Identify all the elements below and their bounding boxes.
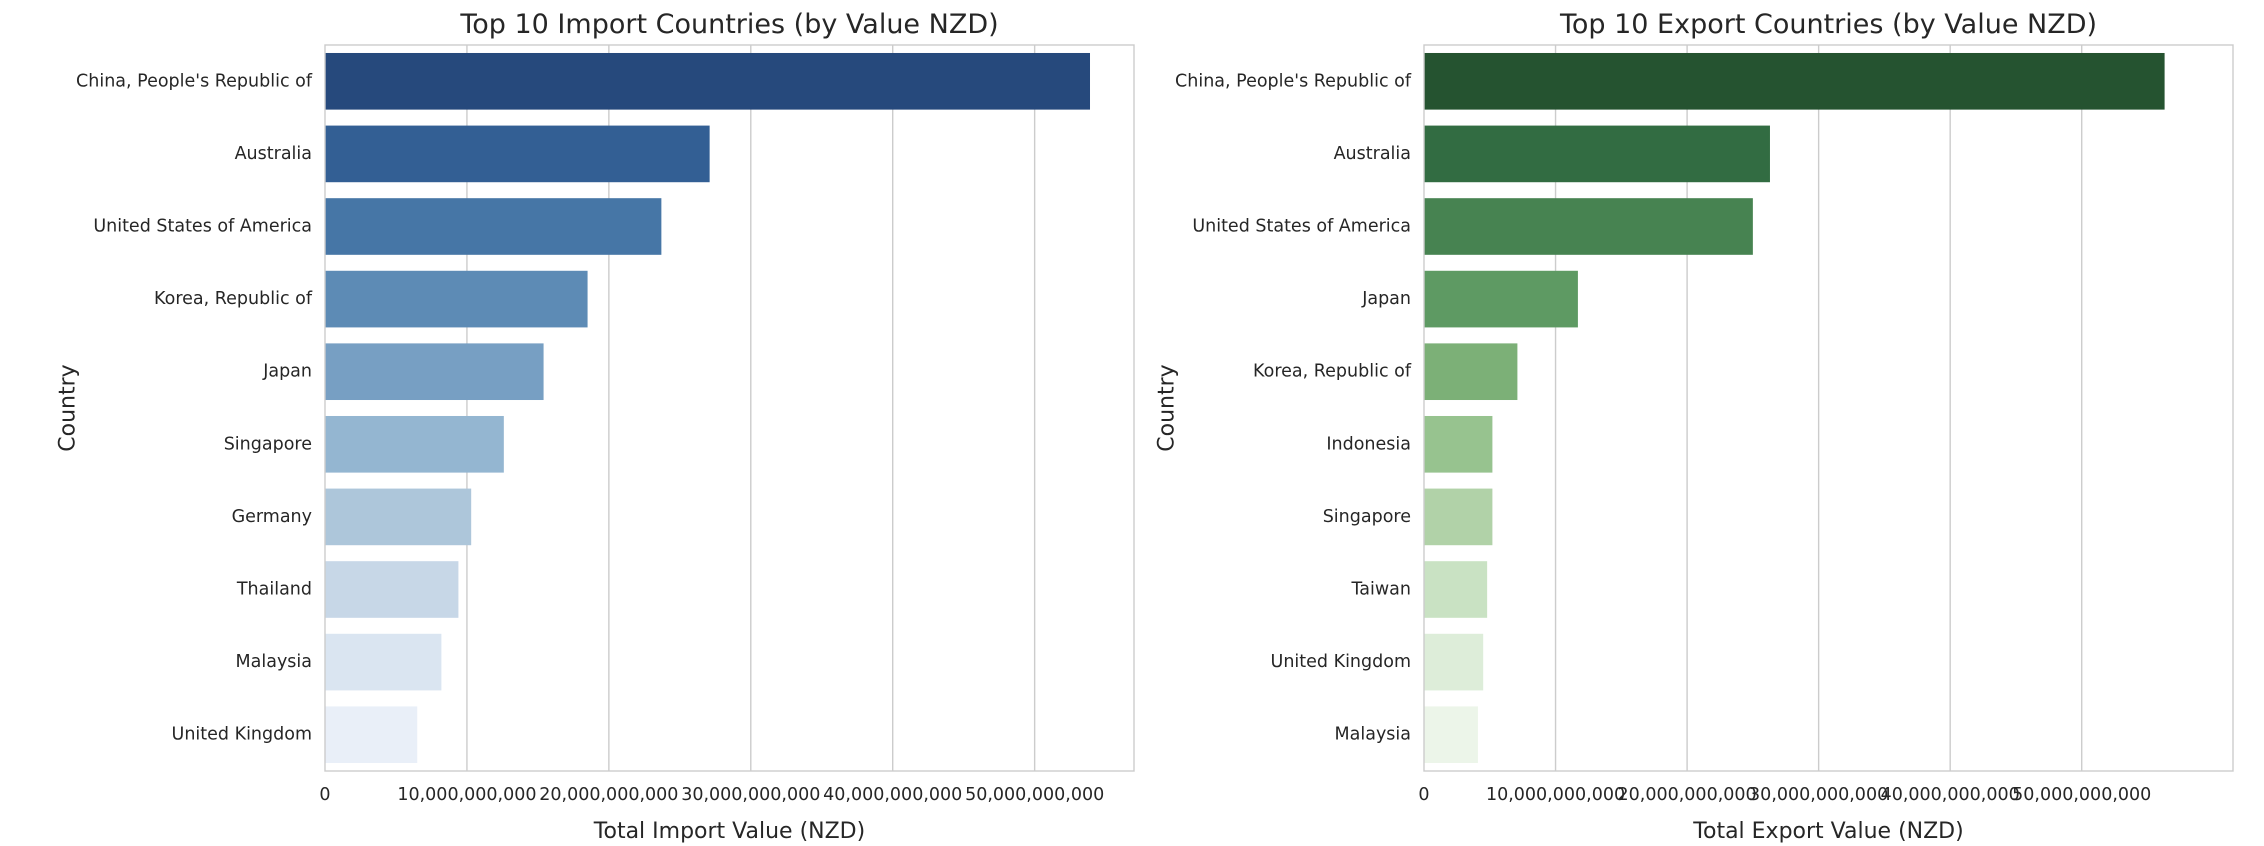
export-chart: China, People's Republic of Australia Unit… (1155, 9, 2234, 844)
import-category-label: Germany (232, 507, 312, 527)
export-category-label: Korea, Republic of (1253, 362, 1412, 382)
import-category-label: Australia (235, 144, 312, 164)
import-bar-singapore (325, 415, 504, 473)
export-category-label: Indonesia (1326, 434, 1411, 454)
import-plot-frame (324, 44, 1135, 772)
export-bar-united-states-of-america (1424, 198, 1753, 255)
export-x-axis-label: Total Export Value (NZD) (1692, 819, 1963, 844)
import-x-tick-label: 0 (319, 785, 330, 805)
export-y-axis-label: Country (1155, 364, 1180, 451)
export-chart-title: Top 10 Export Countries (by Value NZD) (1559, 9, 2097, 40)
import-x-tick-label: 40,000,000,000 (823, 785, 962, 805)
export-plot-frame (1423, 44, 2234, 772)
import-x-tick-label: 20,000,000,000 (539, 785, 678, 805)
export-x-tick-label: 20,000,000,000 (1618, 785, 1757, 805)
export-category-label: Japan (1361, 289, 1411, 309)
import-chart: China, People's Republic of Australia Unit… (56, 9, 1135, 844)
import-x-axis-label: Total Import Value (NZD) (593, 819, 865, 844)
import-category-label: Korea, Republic of (154, 289, 313, 309)
import-x-tick-label: 50,000,000,000 (965, 785, 1104, 805)
export-x-tick-label: 0 (1418, 785, 1429, 805)
import-bar-united-states-of-america (325, 198, 662, 255)
import-bar-malaysia (325, 633, 442, 691)
export-bar-indonesia (1424, 415, 1493, 473)
import-category-label: Thailand (236, 580, 312, 600)
import-chart-title: Top 10 Import Countries (by Value NZD) (459, 9, 998, 40)
export-x-tick-label: 40,000,000,000 (1881, 785, 2020, 805)
export-bar-taiwan (1424, 561, 1488, 618)
export-bar-australia (1424, 125, 1770, 183)
import-category-label: United Kingdom (172, 725, 312, 745)
import-x-tick-label: 30,000,000,000 (681, 785, 820, 805)
import-y-axis-label: Country (56, 364, 81, 451)
export-category-label: United States of America (1192, 217, 1411, 237)
export-category-label: China, People's Republic of (1175, 71, 1412, 91)
export-category-label: Australia (1334, 144, 1411, 164)
export-x-tick-label: 10,000,000,000 (1486, 785, 1625, 805)
export-bar-united-kingdom (1424, 633, 1484, 691)
import-bar-thailand (325, 561, 459, 618)
import-category-label: Singapore (224, 434, 312, 454)
import-bar-australia (325, 125, 710, 183)
export-bar-malaysia (1424, 706, 1478, 764)
export-bar-japan (1424, 270, 1578, 328)
import-bar-germany (325, 488, 472, 546)
export-category-label: Taiwan (1350, 580, 1411, 600)
export-bar-singapore (1424, 488, 1493, 546)
import-bar-united-kingdom (325, 706, 418, 764)
import-bar-korea-republic-of (325, 270, 588, 328)
export-x-tick-label: 30,000,000,000 (1749, 785, 1888, 805)
import-category-label: Malaysia (236, 652, 312, 672)
export-category-label: Singapore (1323, 507, 1411, 527)
import-bar-china-people-s-republic-of (325, 52, 1091, 110)
import-category-label: United States of America (93, 217, 312, 237)
import-bar-japan (325, 343, 544, 401)
import-x-tick-label: 10,000,000,000 (397, 785, 536, 805)
import-category-label: Japan (262, 362, 312, 382)
export-bar-china-people-s-republic-of (1424, 52, 2165, 110)
export-bar-korea-republic-of (1424, 343, 1518, 401)
import-category-label: China, People's Republic of (76, 71, 313, 91)
export-category-label: Malaysia (1335, 725, 1411, 745)
export-x-tick-label: 50,000,000,000 (2012, 785, 2151, 805)
export-category-label: United Kingdom (1271, 652, 1411, 672)
